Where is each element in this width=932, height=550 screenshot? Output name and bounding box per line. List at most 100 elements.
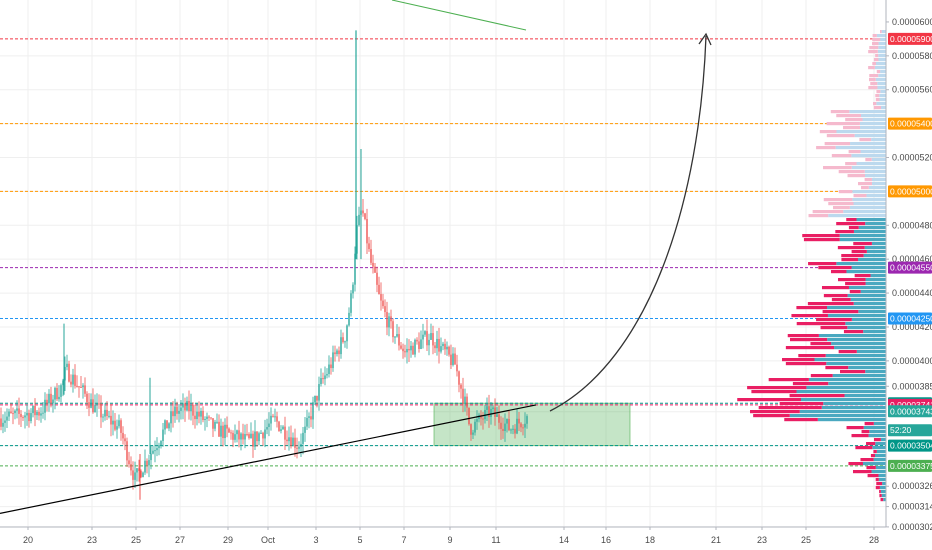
candle-body <box>356 225 358 254</box>
volume-profile-bar-down <box>833 206 850 210</box>
volume-profile-bar-down <box>747 386 807 390</box>
volume-profile-bar-up <box>843 210 886 214</box>
candle-body <box>182 403 184 408</box>
volume-profile-bar-up <box>874 66 886 70</box>
candle-body <box>54 387 56 400</box>
volume-profile-bar-up <box>878 58 886 62</box>
candle-body <box>512 428 514 430</box>
volume-profile-bar-down <box>875 98 880 102</box>
volume-profile-bar-down <box>847 174 866 178</box>
volume-profile-bar-up <box>827 314 886 318</box>
volume-profile-bar-down <box>872 42 879 46</box>
volume-profile-bar-up <box>877 50 886 54</box>
y-tick-label: 0.00005600 <box>892 85 932 95</box>
x-tick-label: 7 <box>401 535 406 545</box>
candle-body <box>164 420 166 430</box>
volume-profile-bar-down <box>851 250 867 254</box>
volume-profile-bar-down <box>789 338 828 342</box>
level-badge-label: 0.00005400 <box>890 119 932 129</box>
candle-body <box>194 415 196 420</box>
y-tick-label: 0.00006000 <box>892 17 932 27</box>
candle-body <box>258 433 260 442</box>
candle-body <box>150 453 152 461</box>
volume-profile-bar-down <box>846 218 857 222</box>
candle-body <box>176 406 178 414</box>
candle-body <box>444 343 446 350</box>
volume-profile-bar-down <box>826 122 860 126</box>
candle-body <box>488 406 490 417</box>
candle-body <box>68 363 70 382</box>
candle-body <box>364 213 366 220</box>
candle-body <box>38 411 40 416</box>
candle-body <box>272 415 274 417</box>
volume-profile-bar-down <box>864 422 874 426</box>
volume-profile-bar-up <box>865 222 886 226</box>
volume-profile-bar-up <box>858 310 886 314</box>
volume-profile-bar-up <box>880 106 886 110</box>
price-badge-label: 52:20 <box>890 425 912 435</box>
volume-profile-bar-down <box>845 282 866 286</box>
candle-body <box>526 416 528 424</box>
volume-profile-bar-down <box>802 234 840 238</box>
volume-profile-bar-down <box>782 358 815 362</box>
volume-profile-bar-up <box>876 102 886 106</box>
volume-profile-bar-up <box>818 334 886 338</box>
volume-profile-bar-up <box>851 318 886 322</box>
candle-body <box>518 418 520 424</box>
candle-body <box>320 378 322 385</box>
volume-profile-bar-down <box>821 286 849 290</box>
volume-profile-bar-up <box>873 422 886 426</box>
candle-body <box>222 425 224 439</box>
candle-body <box>190 405 192 412</box>
candle-body <box>286 439 288 442</box>
candle-body <box>500 422 502 429</box>
volume-profile-bar-up <box>851 166 886 170</box>
candle-body <box>506 419 508 424</box>
candle-body <box>362 210 364 214</box>
candle-body <box>100 403 102 418</box>
volume-profile-bar-down <box>784 418 818 422</box>
volume-profile-bar-up <box>866 194 886 198</box>
candle-body <box>206 416 208 419</box>
candle-body <box>90 399 92 408</box>
candle-body <box>508 419 510 431</box>
candle-body <box>244 434 246 440</box>
volume-profile-bar-down <box>841 254 864 258</box>
candle-body <box>504 423 506 431</box>
volume-profile-bar-down <box>843 330 864 334</box>
candle-body <box>278 421 280 431</box>
candle-body <box>220 425 222 437</box>
level-badge <box>888 312 932 325</box>
y-tick-label: 0.00003850 <box>892 381 932 391</box>
volume-profile-bar-up <box>871 138 886 142</box>
candle-body <box>368 243 370 250</box>
volume-profile-bar-down <box>831 298 851 302</box>
candle-body <box>452 353 454 365</box>
candle-body <box>348 312 350 326</box>
candle-body <box>476 419 478 422</box>
volume-profile-bar-down <box>865 158 872 162</box>
volume-profile-bar-up <box>877 86 886 90</box>
volume-profile-bar-up <box>828 214 886 218</box>
candle-body <box>84 385 86 394</box>
candle-body <box>178 410 180 414</box>
volume-profile-bar-down <box>869 46 879 50</box>
volume-profile-bar-up <box>844 394 886 398</box>
volume-profile-bar-up <box>850 142 886 146</box>
projection-arrow-head <box>698 32 712 46</box>
candle-body <box>462 388 464 404</box>
volume-profile-bar-down <box>873 450 877 454</box>
candle-body <box>276 416 278 422</box>
candle-body <box>34 405 36 416</box>
candle-body <box>522 427 524 429</box>
volume-profile-bar-down <box>816 146 836 150</box>
candle-body <box>214 421 216 429</box>
volume-profile-bar-up <box>858 258 886 262</box>
candle-body <box>132 470 134 480</box>
candle-body <box>472 432 474 435</box>
candle-body <box>434 345 436 349</box>
candle-body <box>108 415 110 417</box>
candle-body <box>200 410 202 417</box>
level-badge <box>888 117 932 130</box>
y-tick-label: 0.00004000 <box>892 356 932 366</box>
